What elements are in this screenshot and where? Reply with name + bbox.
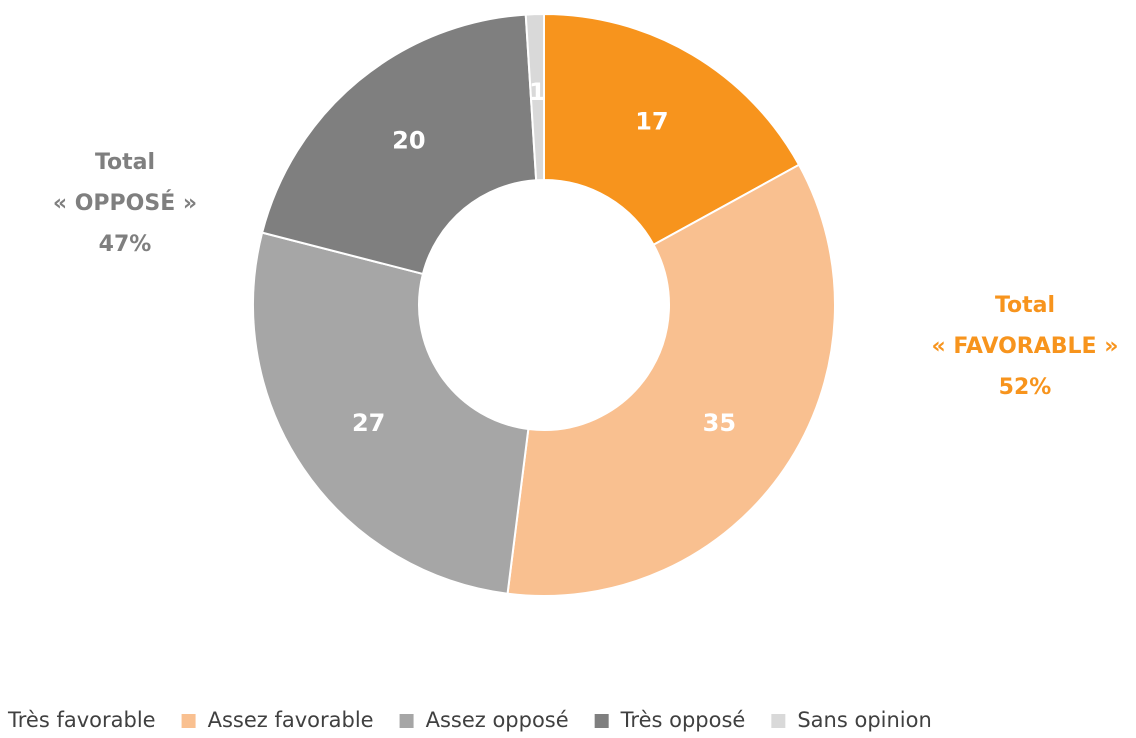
data-label: 35 (703, 409, 736, 437)
annotation: Total (995, 293, 1055, 318)
donut-segment (506, 163, 836, 597)
annotation: Total (95, 150, 155, 175)
data-label: 20 (392, 127, 425, 155)
donut-segment (543, 12, 801, 247)
annotation: 47% (99, 232, 152, 257)
legend-label: Sans opinion (797, 708, 931, 732)
data-label: 27 (352, 409, 385, 437)
data-label: 17 (635, 108, 668, 136)
donut-segment (260, 13, 538, 276)
legend-label: Très favorable (7, 708, 156, 732)
donut-segment (252, 231, 530, 595)
legend-label: Assez opposé (426, 708, 569, 732)
legend-label: Très opposé (620, 708, 746, 732)
annotation: « FAVORABLE » (932, 334, 1119, 359)
data-label: 1 (529, 78, 546, 106)
donut-segment (524, 12, 545, 182)
legend-swatch (399, 714, 414, 728)
annotation: « OPPOSÉ » (53, 190, 197, 216)
legend-swatch (771, 714, 786, 728)
legend-swatch (181, 714, 196, 728)
legend-label: Assez favorable (208, 708, 374, 732)
legend-swatch (594, 714, 609, 728)
annotation: 52% (999, 375, 1052, 400)
